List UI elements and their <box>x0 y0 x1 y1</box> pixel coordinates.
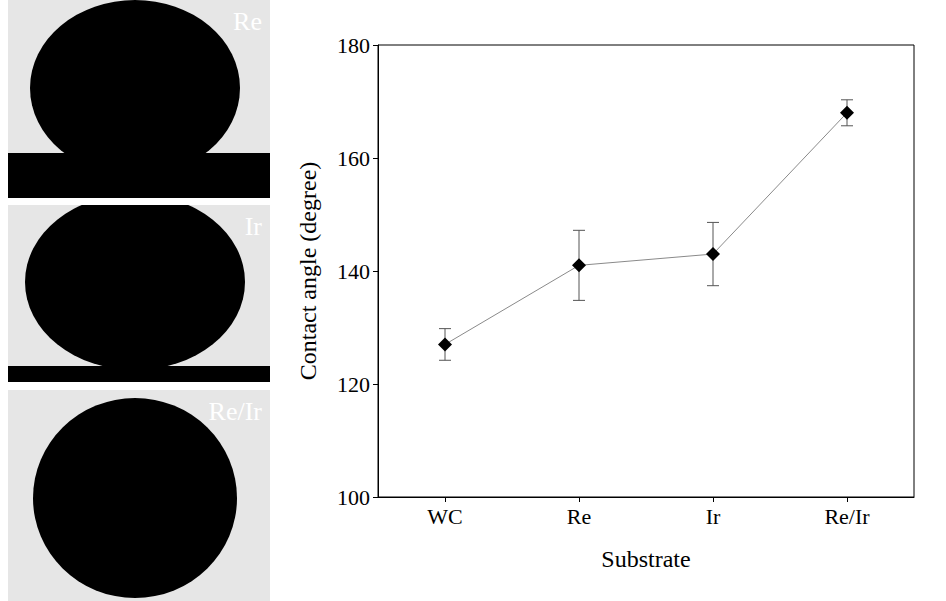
svg-text:120: 120 <box>337 372 370 397</box>
svg-text:Ir: Ir <box>706 504 721 529</box>
svg-text:Re: Re <box>233 7 262 36</box>
svg-text:Re/Ir: Re/Ir <box>209 397 263 426</box>
svg-text:180: 180 <box>337 33 370 58</box>
svg-text:Re/Ir: Re/Ir <box>824 504 870 529</box>
svg-text:WC: WC <box>427 504 462 529</box>
svg-text:100: 100 <box>337 485 370 510</box>
svg-text:Contact angle (degree): Contact angle (degree) <box>295 162 321 381</box>
svg-text:Substrate: Substrate <box>601 546 690 572</box>
svg-text:160: 160 <box>337 146 370 171</box>
svg-text:140: 140 <box>337 259 370 284</box>
svg-text:Re: Re <box>567 504 591 529</box>
svg-text:Ir: Ir <box>245 212 263 241</box>
